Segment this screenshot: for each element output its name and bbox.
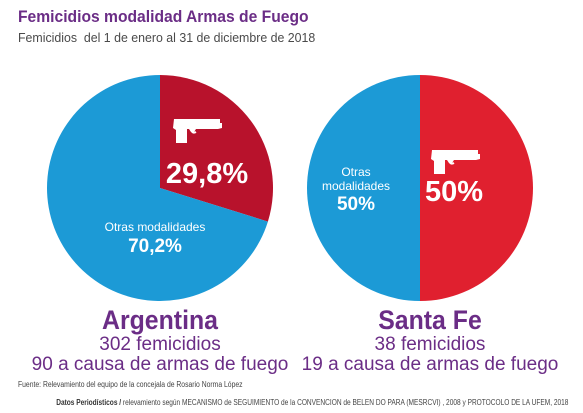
stat-total-santa-fe: 38 femicidios	[374, 334, 486, 355]
page-title: Femicidios modalidad Armas de Fuego	[18, 7, 309, 26]
slice-value-label-firearms: 50%	[425, 176, 483, 208]
slice-value-label-other: 70,2%	[128, 236, 182, 257]
pie-slice-other-1	[307, 75, 420, 301]
stat-firearms-argentina: 90 a causa de armas de fuego	[31, 354, 289, 375]
slice-label-other: Otras modalidades	[105, 220, 206, 234]
country-name-argentina: Argentina	[102, 305, 218, 335]
slice-value-label-other: 50%	[337, 194, 375, 215]
source-note: Fuente: Relevamiento del equipo de la co…	[18, 380, 243, 389]
pie-slice-firearms-1	[420, 75, 533, 301]
pie-slice-firearms-0	[160, 75, 273, 222]
page-subtitle: Femicidios del 1 de enero al 31 de dicie…	[18, 30, 316, 45]
footer-detail: relevamiento según MECANISMO de SEGUIMIE…	[121, 398, 569, 407]
country-name-santa-fe: Santa Fe	[378, 305, 482, 335]
slice-value-label-firearms: 29,8%	[166, 158, 248, 190]
stat-firearms-santa-fe: 19 a causa de armas de fuego	[301, 354, 559, 375]
footer-credits: Datos Periodísticos / relevamiento según…	[0, 397, 583, 413]
footer-brand: Datos Periodísticos /	[56, 398, 122, 407]
slice-label-other: Otras	[341, 165, 370, 179]
pie-slice-other-0	[46, 75, 268, 301]
stat-total-argentina: 302 femicidios	[99, 334, 221, 355]
slice-label-other: modalidades	[322, 179, 390, 193]
